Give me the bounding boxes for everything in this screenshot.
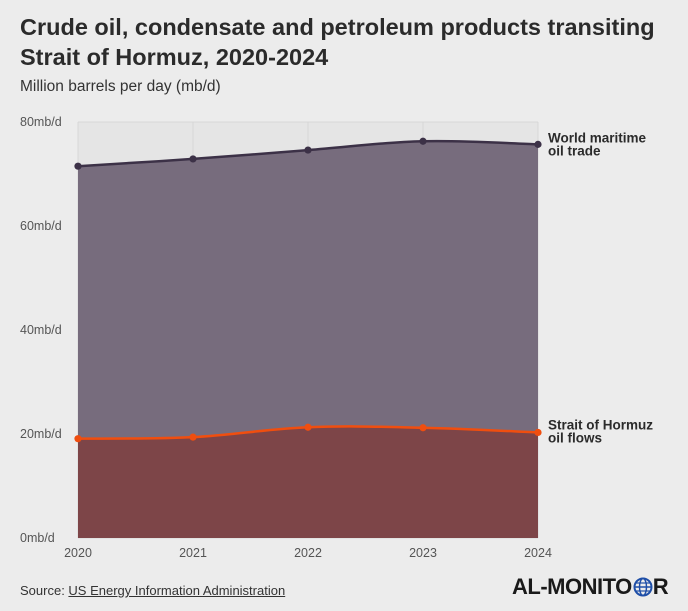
strait-of-hormuz-point-2023 bbox=[419, 424, 427, 432]
x-tick-label: 2021 bbox=[179, 546, 207, 560]
strait-of-hormuz-point-2021 bbox=[189, 433, 197, 441]
logo-text-right: MONITO bbox=[547, 574, 632, 599]
strait-of-hormuz-area bbox=[78, 426, 538, 538]
y-tick-label: 60mb/d bbox=[20, 219, 62, 233]
globe-icon bbox=[633, 577, 653, 597]
world-maritime-label: oil trade bbox=[548, 143, 601, 158]
source-note: Source: US Energy Information Administra… bbox=[20, 583, 285, 598]
x-tick-label: 2024 bbox=[524, 546, 552, 560]
x-tick-label: 2023 bbox=[409, 546, 437, 560]
data-points bbox=[74, 137, 542, 443]
strait-of-hormuz-point-2020 bbox=[74, 435, 82, 443]
x-tick-label: 2020 bbox=[64, 546, 92, 560]
chart-subtitle: Million barrels per day (mb/d) bbox=[20, 78, 221, 95]
world-maritime-point-2023 bbox=[419, 137, 427, 145]
world-maritime-point-2020 bbox=[74, 162, 82, 170]
world-maritime-point-2022 bbox=[304, 146, 312, 154]
logo-text-last: R bbox=[652, 574, 669, 599]
world-maritime-label: World maritime bbox=[548, 130, 647, 145]
y-tick-label: 20mb/d bbox=[20, 427, 62, 441]
chart-title: Crude oil, condensate and petroleum prod… bbox=[20, 14, 655, 70]
x-axis: 2020 2021 2022 2023 2024 bbox=[64, 546, 552, 560]
strait-of-hormuz-label: Strait of Hormuz bbox=[548, 417, 653, 432]
x-tick-label: 2022 bbox=[294, 546, 322, 560]
world-maritime-point-2021 bbox=[189, 155, 197, 163]
logo-separator: - bbox=[540, 574, 548, 599]
logo-text-left: AL bbox=[512, 574, 541, 599]
al-monitor-logo: AL - MONITO R bbox=[512, 574, 669, 600]
strait-of-hormuz-point-2024 bbox=[534, 428, 542, 437]
strait-of-hormuz-point-2022 bbox=[304, 423, 312, 431]
world-maritime-point-2024 bbox=[534, 140, 542, 148]
y-tick-label: 40mb/d bbox=[20, 323, 62, 337]
y-tick-label: 80mb/d bbox=[20, 115, 62, 129]
series-areas bbox=[78, 141, 538, 538]
source-prefix: Source: bbox=[20, 583, 69, 598]
y-axis: 0mb/d 20mb/d 40mb/d 60mb/d 80mb/d bbox=[20, 115, 62, 545]
y-tick-label: 0mb/d bbox=[20, 531, 55, 545]
source-link[interactable]: US Energy Information Administration bbox=[68, 583, 286, 598]
strait-of-hormuz-label: oil flows bbox=[548, 430, 602, 445]
